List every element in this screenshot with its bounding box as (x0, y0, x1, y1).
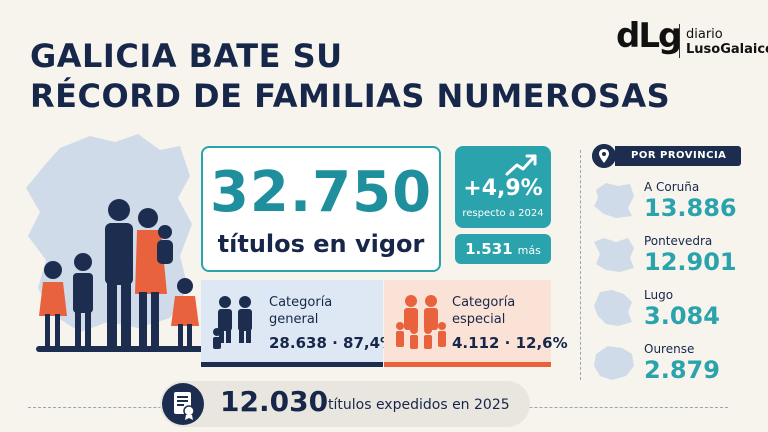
category-general-title-line-2: general (269, 312, 319, 327)
logo-mark: dLg (616, 16, 682, 56)
province-value: 13.886 (644, 194, 737, 222)
diario-lusogalaico-logo: dLg diario LusoGalaico (616, 12, 768, 64)
category-general-value: 28.638 · 87,4% (269, 334, 396, 352)
headline: GALICIA BATE SU RÉCORD DE FAMILIAS NUMER… (30, 36, 671, 116)
category-general-card: Categoría general 28.638 · 87,4% (201, 280, 395, 364)
category-general-title-line-1: Categoría (269, 295, 333, 310)
certificate-document-icon (174, 392, 195, 420)
titles-issued-banner: 12.030 títulos expedidos en 2025 (160, 381, 530, 427)
province-name: A Coruña (644, 180, 700, 194)
province-value: 12.901 (644, 248, 737, 276)
ourense-map-icon (594, 346, 634, 380)
titles-issued-number: 12.030 (220, 385, 329, 418)
category-special-title-line-2: especial (452, 312, 506, 327)
increase-count-card: 1.531 más (455, 234, 551, 264)
growth-card: +4,9% respecto a 2024 (455, 146, 551, 228)
province-header: POR PROVINCIA (615, 146, 741, 166)
category-special-value: 4.112 · 12,6% (452, 334, 568, 352)
titles-issued-label: títulos expedidos en 2025 (328, 397, 510, 413)
trend-up-arrow-icon (505, 154, 537, 176)
increase-count-number: 1.531 (465, 240, 513, 258)
total-titles-number: 32.750 (209, 160, 433, 225)
location-pin-icon (592, 144, 616, 168)
province-a-coruna: A Coruña 13.886 (590, 180, 760, 230)
province-value: 2.879 (644, 356, 720, 384)
growth-percent: +4,9% (463, 176, 543, 201)
large-family-icon (396, 295, 446, 349)
logo-separator (679, 24, 680, 58)
category-special-underline (384, 362, 551, 367)
province-name: Pontevedra (644, 234, 713, 248)
family-ground-line (36, 346, 206, 352)
certificate-circle (162, 383, 204, 425)
lugo-map-icon (594, 290, 632, 326)
family-group-icon (213, 296, 252, 349)
family-silhouettes-illustration (39, 199, 199, 346)
total-titles-card: 32.750 títulos en vigor (201, 146, 441, 272)
province-lugo: Lugo 3.084 (590, 288, 760, 338)
headline-line-2: RÉCORD DE FAMILIAS NUMEROSAS (30, 77, 671, 115)
a-coruna-map-icon (594, 183, 634, 218)
province-divider (580, 150, 581, 380)
category-general-underline (201, 362, 383, 367)
category-special-card: Categoría especial 4.112 · 12,6% (384, 280, 568, 364)
province-pontevedra: Pontevedra 12.901 (590, 234, 760, 284)
growth-subtitle: respecto a 2024 (462, 208, 544, 219)
headline-line-1: GALICIA BATE SU (30, 37, 343, 75)
category-special-title-line-1: Categoría (452, 295, 516, 310)
province-name: Lugo (644, 288, 674, 302)
province-name: Ourense (644, 342, 695, 356)
logo-word-lusogalaico: LusoGalaico (686, 42, 768, 57)
province-value: 3.084 (644, 302, 720, 330)
increase-count-label: más (517, 244, 541, 257)
province-ourense: Ourense 2.879 (590, 342, 760, 392)
total-titles-label: títulos en vigor (217, 230, 425, 258)
category-special-title: Categoría especial (452, 294, 515, 328)
pontevedra-map-icon (594, 238, 634, 272)
category-general-title: Categoría general (269, 294, 332, 328)
logo-word-diario: diario (686, 27, 723, 42)
